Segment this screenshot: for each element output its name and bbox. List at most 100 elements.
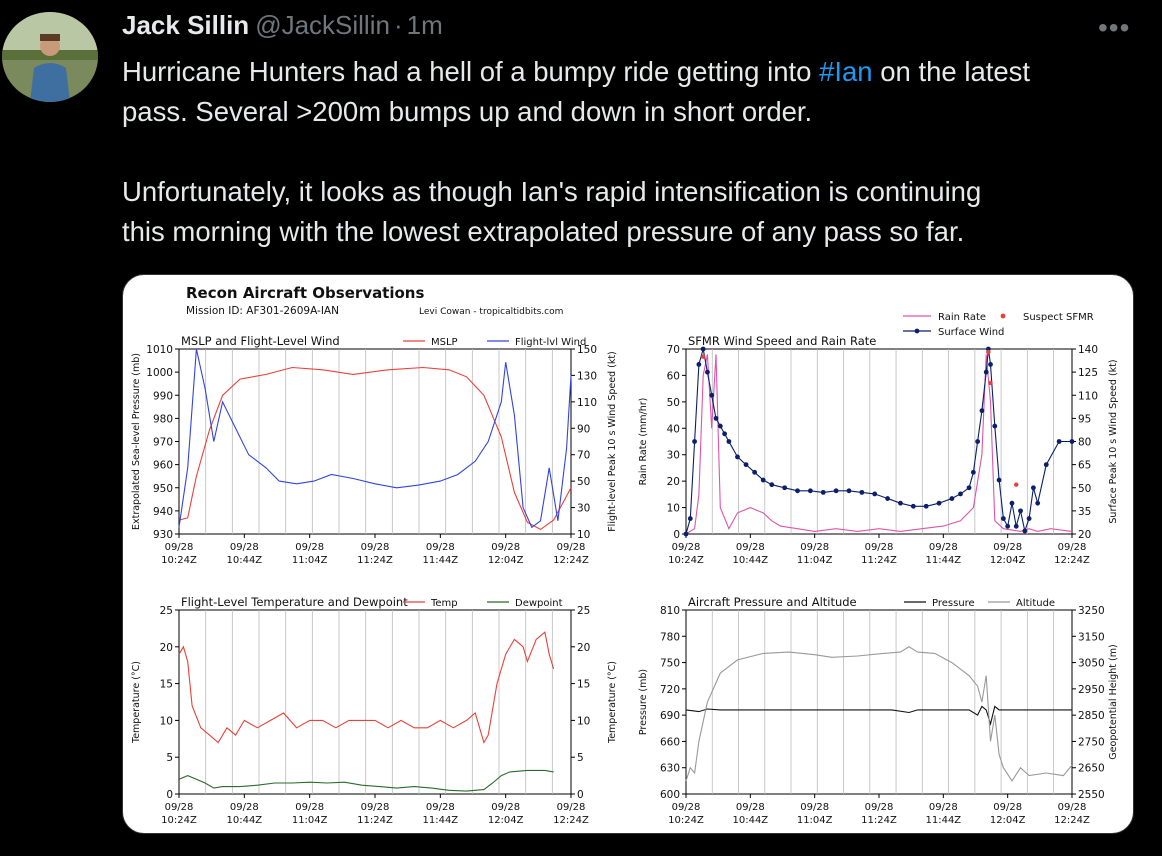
x-tick-time: 12:04Z [990,555,1026,566]
x-tick-date: 09/28 [426,802,455,813]
y-right-tick-label: 2550 [1078,789,1105,801]
chart-panel-3: Aircraft Pressure and Altitude 600 630 660 6… [638,595,1119,826]
x-tick-time: 12:04Z [488,815,524,826]
x-tick-time: 11:24Z [357,815,393,826]
surface-wind-point [996,477,1002,483]
y-tick-label: 1000 [146,367,173,379]
surface-wind-point [859,489,865,495]
avatar[interactable] [2,12,98,102]
y-right-tick-label: 2750 [1078,736,1105,748]
surface-wind-point [713,415,719,421]
chart-panel-0: MSLP and Flight-Level Wind 930 940 950 960 97… [131,334,618,566]
surface-wind-point [1009,500,1015,506]
y-tick-label: 10 [667,503,680,515]
x-tick-date: 09/28 [491,802,520,813]
suspect-sfmr-point [700,354,706,359]
hashtag-link[interactable]: #Ian [819,56,873,87]
y-right-tick-label: 3150 [1078,631,1105,643]
y-right-tick-label: 110 [577,397,597,409]
suspect-sfmr-point [986,349,991,355]
y-tick-label: 15 [160,679,173,691]
y-tick-label: 60 [667,370,680,382]
x-tick-time: 11:24Z [861,815,897,826]
y-tick-label: 1010 [146,344,173,356]
surface-wind-point [769,482,775,488]
author-handle[interactable]: @JackSillin [255,10,390,40]
surface-wind-point [983,369,989,375]
legend-label: Pressure [932,598,975,609]
x-tick-time: 11:24Z [357,555,393,566]
x-tick-time: 10:44Z [226,815,262,826]
x-tick-time: 11:04Z [292,555,328,566]
y-tick-label: 960 [153,460,173,472]
x-tick-date: 09/28 [230,542,259,553]
x-tick-date: 09/28 [165,802,194,813]
x-tick-date: 09/28 [672,802,701,813]
surface-wind-point [923,503,929,509]
surface-wind-point [975,439,981,444]
surface-wind-point [1026,516,1032,521]
series-line-flight-lvl-wind [178,348,572,529]
y-right-tick-label: 80 [1078,437,1091,449]
surface-wind-point [807,488,813,494]
surface-wind-point [979,408,985,414]
legend-label: Temp [430,598,458,609]
x-tick-time: 11:44Z [925,555,961,566]
y-right-tick-label: 10 [577,715,590,727]
surface-wind-point [782,485,788,491]
surface-wind-point [687,516,693,521]
surface-wind-point [1013,523,1019,529]
x-tick-time: 10:24Z [161,555,197,566]
y-tick-label: 990 [153,390,173,402]
x-tick-date: 09/28 [800,542,829,553]
surface-wind-point [726,439,732,444]
y-right-tick-label: 140 [1078,344,1098,356]
plot-frame [685,348,1073,535]
x-tick-time: 11:44Z [925,815,961,826]
y-tick-label: 600 [660,789,680,801]
y-tick-label: 20 [667,476,680,488]
surface-wind-point [846,488,852,494]
x-tick-time: 11:04Z [292,815,328,826]
surface-wind-point [696,362,702,367]
x-tick-date: 09/28 [426,542,455,553]
y-tick-label: 30 [667,450,680,462]
x-tick-time: 10:44Z [732,815,768,826]
more-options-icon[interactable]: ••• [1098,12,1131,43]
x-tick-time: 12:24Z [553,815,589,826]
y-tick-label: 950 [153,483,173,495]
author-name[interactable]: Jack Sillin [122,10,250,40]
surface-wind-point [705,369,710,375]
surface-wind-point [752,469,758,475]
x-tick-time: 10:24Z [668,555,704,566]
x-tick-time: 11:04Z [797,555,833,566]
x-tick-date: 09/28 [557,542,586,553]
y-tick-label: 720 [660,684,680,696]
tweet-timestamp[interactable]: 1m [406,10,443,40]
surface-wind-point [949,496,955,501]
tweet-media-image[interactable]: Recon Aircraft Observations Mission ID: … [122,274,1134,834]
x-tick-date: 09/28 [295,542,324,553]
y-right-tick-label: 2950 [1078,684,1105,696]
y-tick-label: 10 [160,715,173,727]
legend-label: Surface Wind [938,327,1004,338]
x-tick-date: 09/28 [800,802,829,813]
tweet-line-2: pass. Several >200m bumps up and down in… [122,96,813,127]
x-tick-date: 09/28 [1058,802,1087,813]
y-right-tick-label: 130 [577,370,597,382]
legend: Pressure Altitude [904,598,1055,609]
x-tick-time: 12:24Z [1054,815,1090,826]
tweet-line-1: Hurricane Hunters had a hell of a bumpy … [122,52,1142,92]
avatar-photo [2,12,98,102]
y-right-tick-label: 65 [1078,460,1091,472]
x-tick-time: 11:04Z [797,815,833,826]
panel-title: Flight-Level Temperature and Dewpoint [181,595,408,609]
legend: MSLP Flight-lvl Wind [403,337,586,348]
surface-wind-point [820,489,826,495]
surface-wind-point [1018,508,1023,514]
figure-title: Recon Aircraft Observations [186,284,424,302]
surface-wind-point [958,491,963,497]
surface-wind-point [700,346,706,352]
y-right-tick-label: 95 [1078,413,1091,425]
y-tick-label: 930 [153,529,173,541]
